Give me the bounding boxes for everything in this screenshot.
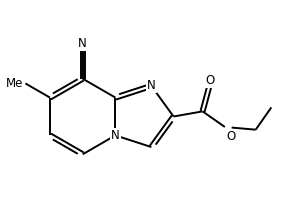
Text: N: N <box>147 79 156 93</box>
Text: O: O <box>205 74 214 87</box>
Text: N: N <box>78 37 87 50</box>
Text: O: O <box>227 130 236 143</box>
Text: Me: Me <box>6 77 23 90</box>
Text: N: N <box>111 129 120 142</box>
